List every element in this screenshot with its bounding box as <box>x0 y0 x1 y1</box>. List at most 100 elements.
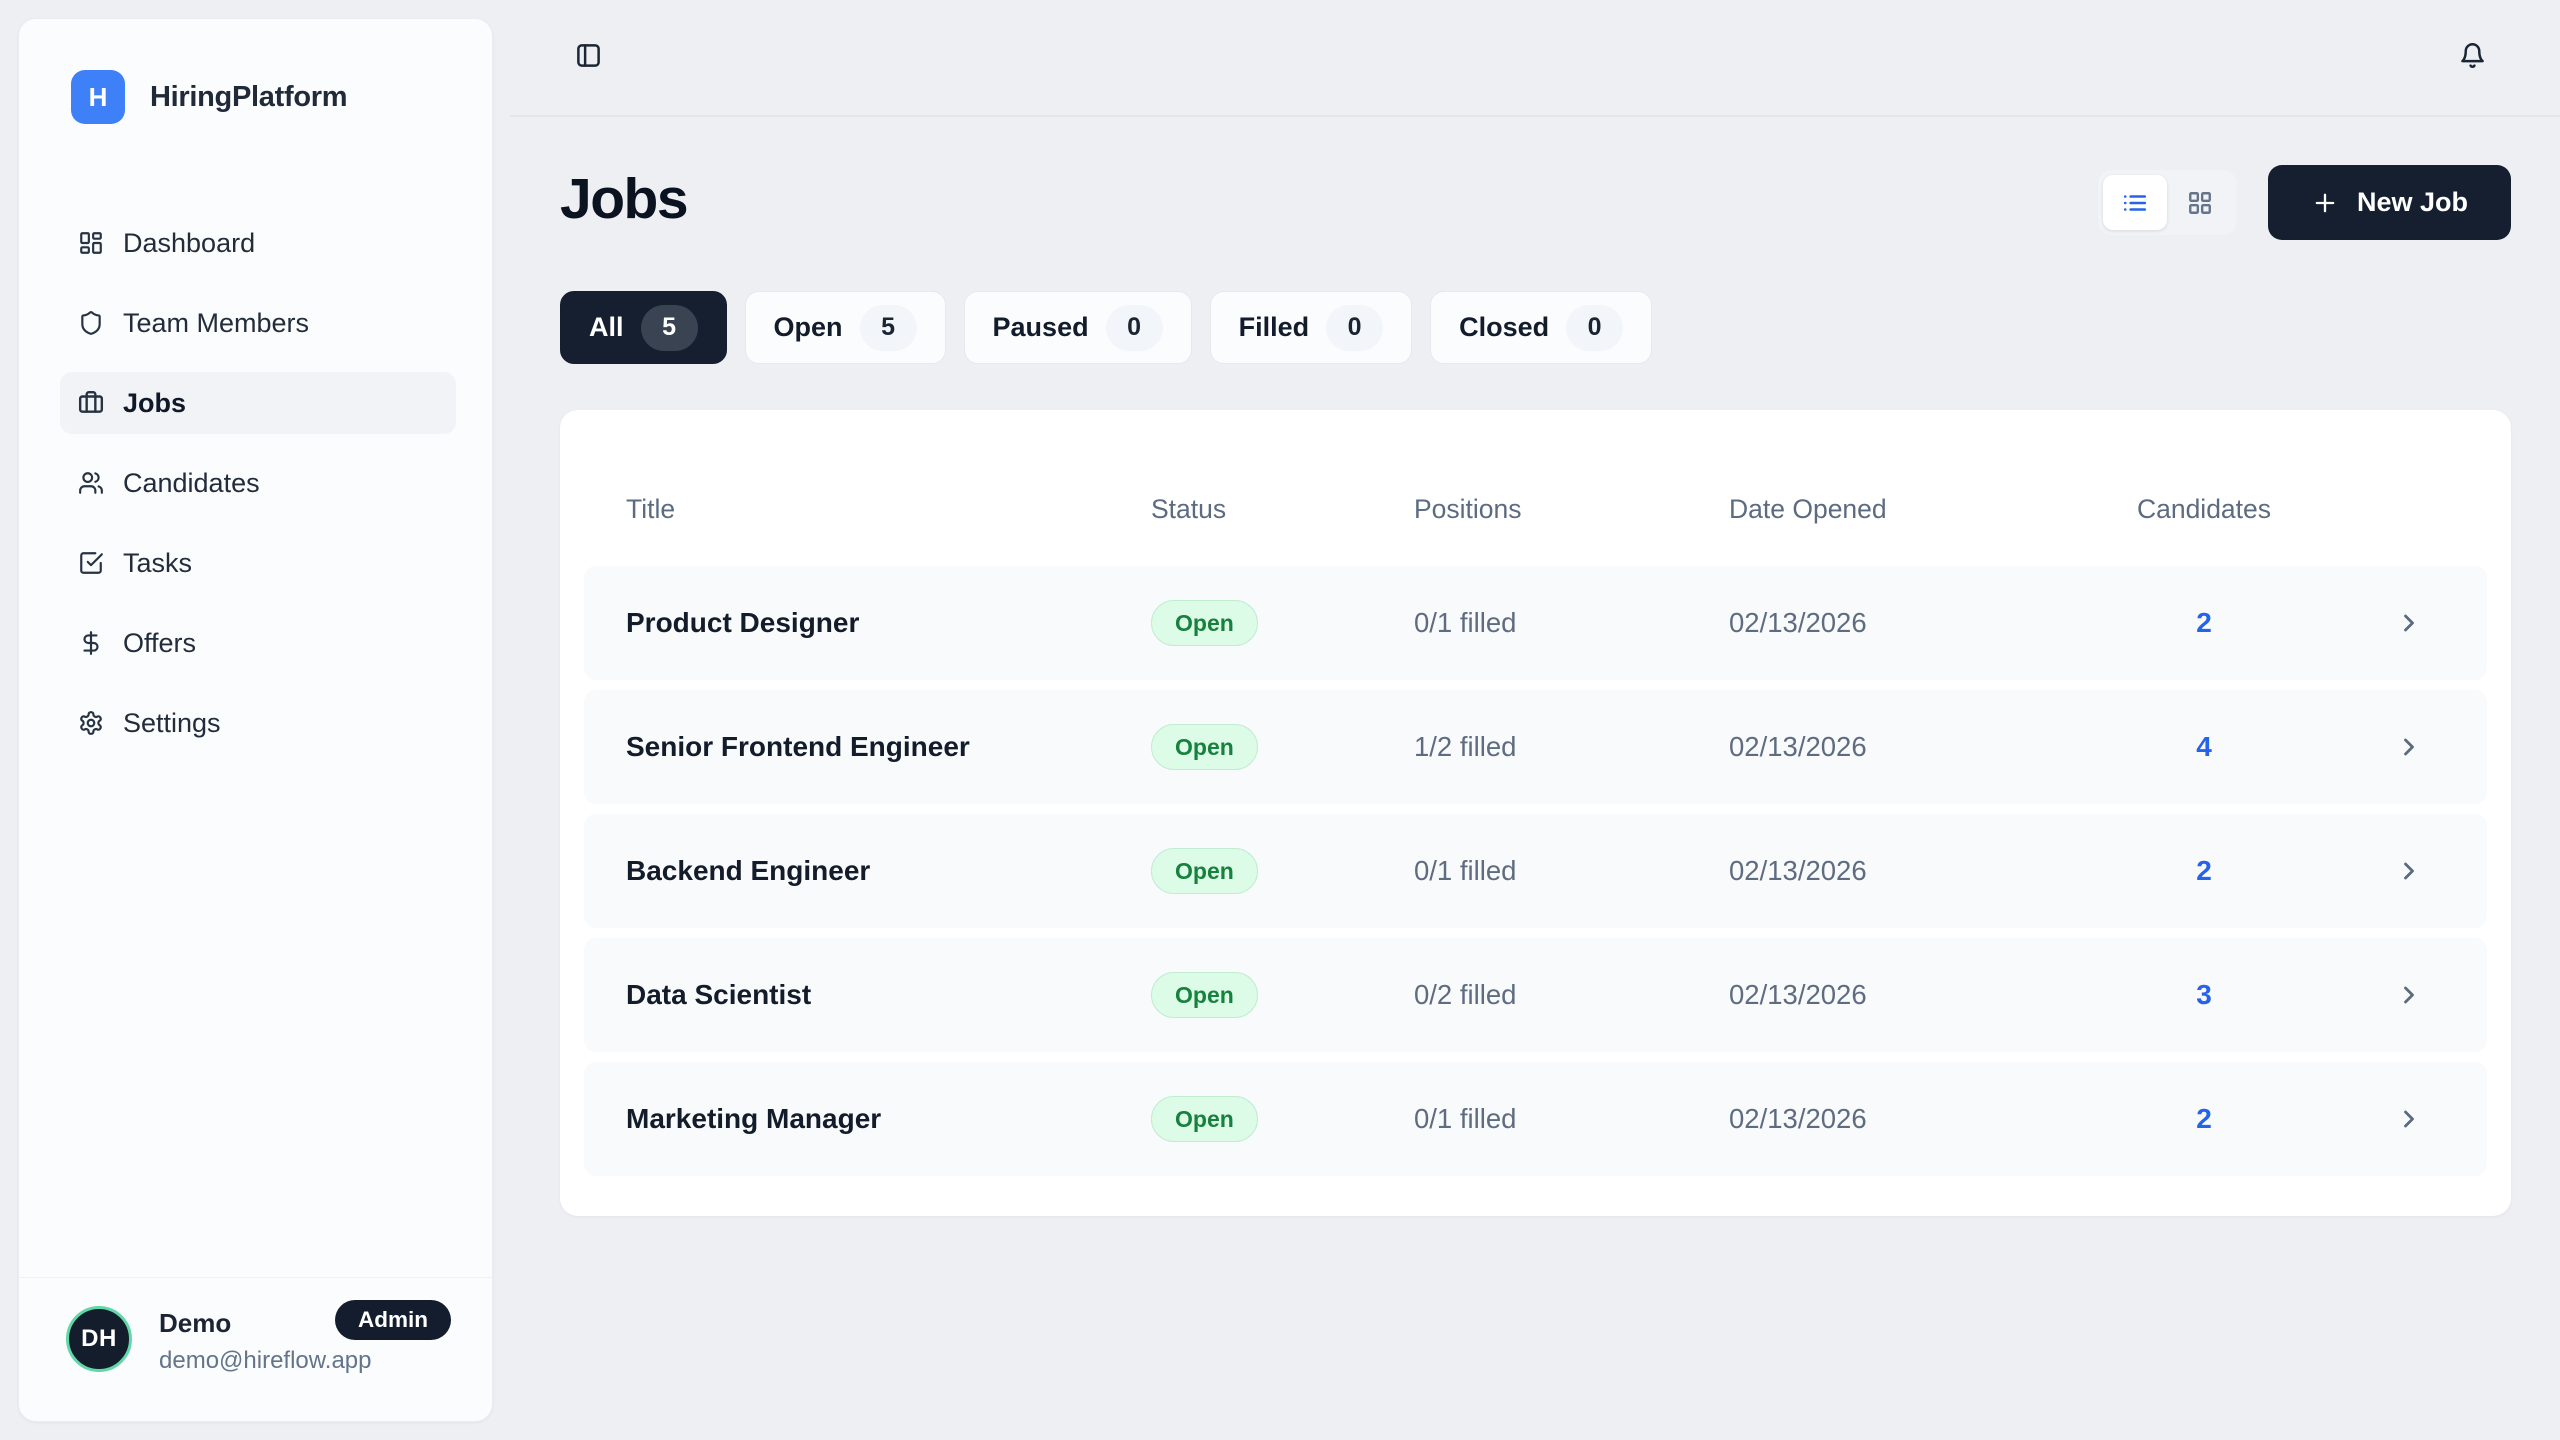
filter-tab-all[interactable]: All 5 <box>560 291 727 364</box>
filter-tab-closed[interactable]: Closed 0 <box>1430 291 1653 364</box>
grid-view-button[interactable] <box>2168 175 2232 230</box>
dollar-icon <box>83 631 99 655</box>
candidates-count[interactable]: 2 <box>2196 855 2212 886</box>
sidebar-item-label: Dashboard <box>123 227 256 258</box>
positions-value: 0/1 filled <box>1414 1103 1517 1134</box>
status-badge: Open <box>1151 972 1258 1018</box>
panel-left-icon <box>576 43 600 67</box>
filter-label: Filled <box>1238 312 1310 342</box>
sidebar-item-label: Candidates <box>123 467 260 498</box>
positions-value: 1/2 filled <box>1414 731 1517 762</box>
list-view-button[interactable] <box>2103 175 2167 230</box>
column-header-positions: Positions <box>1414 493 1522 524</box>
sidebar-item-tasks[interactable]: Tasks <box>60 532 456 594</box>
row-open-button[interactable] <box>2289 609 2487 637</box>
check-square-icon <box>80 552 103 574</box>
plus-icon <box>2315 193 2335 212</box>
sidebar-item-label: Offers <box>123 627 197 658</box>
filter-count: 0 <box>1105 304 1163 351</box>
sidebar-item-label: Team Members <box>123 307 310 338</box>
table-row[interactable]: Senior Frontend Engineer Open 1/2 filled… <box>584 690 2487 804</box>
brand-name: HiringPlatform <box>150 80 348 113</box>
row-open-button[interactable] <box>2289 857 2487 885</box>
sidebar-item-settings[interactable]: Settings <box>60 692 456 754</box>
column-header-date-opened: Date Opened <box>1729 493 1887 524</box>
user-meta: Demo demo@hireflow.app <box>159 1306 371 1376</box>
column-header-title: Title <box>626 493 676 524</box>
row-open-button[interactable] <box>2289 733 2487 761</box>
briefcase-icon <box>78 390 104 413</box>
date-opened-value: 02/13/2026 <box>1729 1103 1867 1134</box>
grid-icon <box>2189 191 2211 214</box>
table-row[interactable]: Marketing Manager Open 0/1 filled 02/13/… <box>584 1062 2487 1176</box>
sidebar-item-jobs[interactable]: Jobs <box>60 372 456 434</box>
chevron-right-icon <box>2404 614 2414 632</box>
filter-tab-open[interactable]: Open 5 <box>744 291 946 364</box>
date-opened-value: 02/13/2026 <box>1729 979 1867 1010</box>
date-opened-value: 02/13/2026 <box>1729 855 1867 886</box>
filter-label: Closed <box>1459 312 1550 342</box>
candidates-count[interactable]: 3 <box>2196 979 2212 1010</box>
candidates-count[interactable]: 4 <box>2196 731 2212 762</box>
job-title: Marketing Manager <box>626 1103 882 1134</box>
page-title: Jobs <box>560 167 689 231</box>
sidebar-item-label: Settings <box>123 707 221 738</box>
sidebar-item-label: Jobs <box>123 387 187 418</box>
avatar-initials: DH <box>81 1325 117 1352</box>
filter-count: 5 <box>859 304 917 351</box>
role-badge: Admin <box>335 1300 451 1340</box>
sidebar-item-team-members[interactable]: Team Members <box>60 292 456 354</box>
sidebar-toggle-button[interactable] <box>564 31 612 79</box>
list-icon <box>2123 194 2147 211</box>
column-header-status: Status <box>1151 493 1227 524</box>
filter-count: 0 <box>1326 304 1384 351</box>
status-filters: All 5 Open 5 Paused 0 Filled 0 Closed 0 <box>560 291 1653 364</box>
notifications-button[interactable] <box>2448 31 2496 79</box>
chevron-right-icon <box>2404 1110 2414 1128</box>
new-job-label: New Job <box>2356 187 2469 217</box>
chevron-right-icon <box>2404 862 2414 880</box>
filter-label: All <box>589 312 624 342</box>
status-badge: Open <box>1151 724 1258 770</box>
sidebar-item-dashboard[interactable]: Dashboard <box>60 212 456 274</box>
sidebar-item-offers[interactable]: Offers <box>60 612 456 674</box>
bell-icon <box>2460 42 2484 68</box>
sidebar-item-label: Tasks <box>123 547 193 578</box>
job-title: Backend Engineer <box>626 855 871 886</box>
table-row[interactable]: Data Scientist Open 0/2 filled 02/13/202… <box>584 938 2487 1052</box>
date-opened-value: 02/13/2026 <box>1729 607 1867 638</box>
jobs-table: Title Status Positions Date Opened Candi… <box>560 410 2511 1216</box>
row-open-button[interactable] <box>2289 981 2487 1009</box>
new-job-button[interactable]: New Job <box>2268 165 2511 240</box>
job-title: Senior Frontend Engineer <box>626 731 970 762</box>
chevron-right-icon <box>2404 738 2414 756</box>
status-badge: Open <box>1151 848 1258 894</box>
filter-count: 0 <box>1566 304 1624 351</box>
status-badge: Open <box>1151 600 1258 646</box>
positions-value: 0/1 filled <box>1414 607 1517 638</box>
dashboard-icon <box>80 232 102 254</box>
view-toggle <box>2098 170 2237 235</box>
sidebar-item-candidates[interactable]: Candidates <box>60 452 456 514</box>
table-row[interactable]: Product Designer Open 0/1 filled 02/13/2… <box>584 566 2487 680</box>
brand-initial: H <box>88 81 108 112</box>
status-badge: Open <box>1151 1096 1258 1142</box>
filter-tab-filled[interactable]: Filled 0 <box>1209 291 1413 364</box>
positions-value: 0/2 filled <box>1414 979 1517 1010</box>
users-icon <box>79 472 103 494</box>
row-open-button[interactable] <box>2289 1105 2487 1133</box>
brand-logo: H <box>71 70 125 124</box>
filter-tab-paused[interactable]: Paused 0 <box>963 291 1192 364</box>
positions-value: 0/1 filled <box>1414 855 1517 886</box>
user-panel[interactable]: DH Demo demo@hireflow.app Admin <box>19 1277 492 1421</box>
candidates-count[interactable]: 2 <box>2196 607 2212 638</box>
user-name: Demo <box>159 1308 232 1338</box>
candidates-count[interactable]: 2 <box>2196 1103 2212 1134</box>
gear-icon <box>80 711 102 735</box>
job-title: Data Scientist <box>626 979 812 1010</box>
table-row[interactable]: Backend Engineer Open 0/1 filled 02/13/2… <box>584 814 2487 928</box>
topbar-divider <box>510 115 2560 117</box>
date-opened-value: 02/13/2026 <box>1729 731 1867 762</box>
sidebar: H HiringPlatform Dashboard Team Members … <box>18 18 493 1422</box>
column-header-candidates: Candidates <box>2136 493 2272 524</box>
